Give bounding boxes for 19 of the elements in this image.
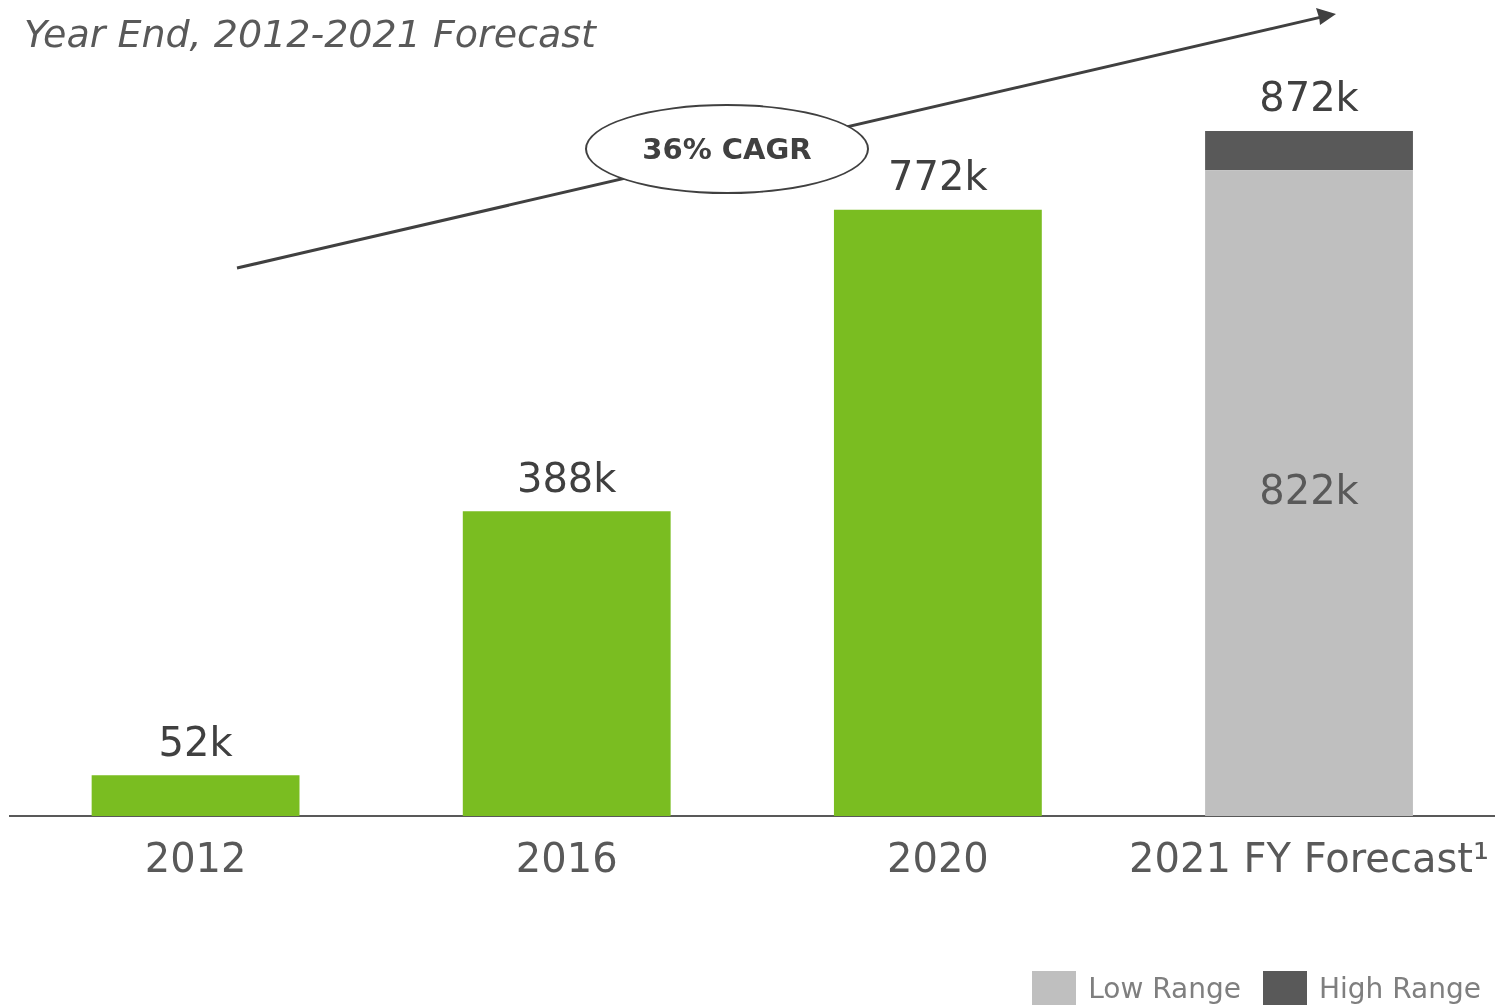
bar	[91, 775, 300, 816]
chart-title: Year End, 2012-2021 Forecast	[24, 12, 596, 56]
data-label: 772k	[888, 153, 989, 200]
bar	[1205, 131, 1413, 171]
oval-callout: 36% CAGR	[585, 104, 869, 194]
x-tick-label: 2016	[515, 835, 618, 882]
data-label: 52k	[158, 718, 234, 765]
data-label: 388k	[516, 454, 618, 501]
legend-label: High Range	[1319, 971, 1481, 1005]
bar	[462, 511, 671, 816]
legend-label: Low Range	[1088, 971, 1241, 1005]
bar	[833, 209, 1042, 816]
x-tick-label: 2020	[886, 835, 989, 882]
x-tick-label: 2012	[144, 835, 247, 882]
annotation: 36% CAGR	[642, 132, 812, 166]
data-label: 822k	[1259, 466, 1360, 513]
x-tick-label: 2021 FY Forecast¹	[1129, 835, 1489, 882]
total-label: 872k	[1259, 74, 1360, 121]
bar	[1205, 170, 1413, 816]
